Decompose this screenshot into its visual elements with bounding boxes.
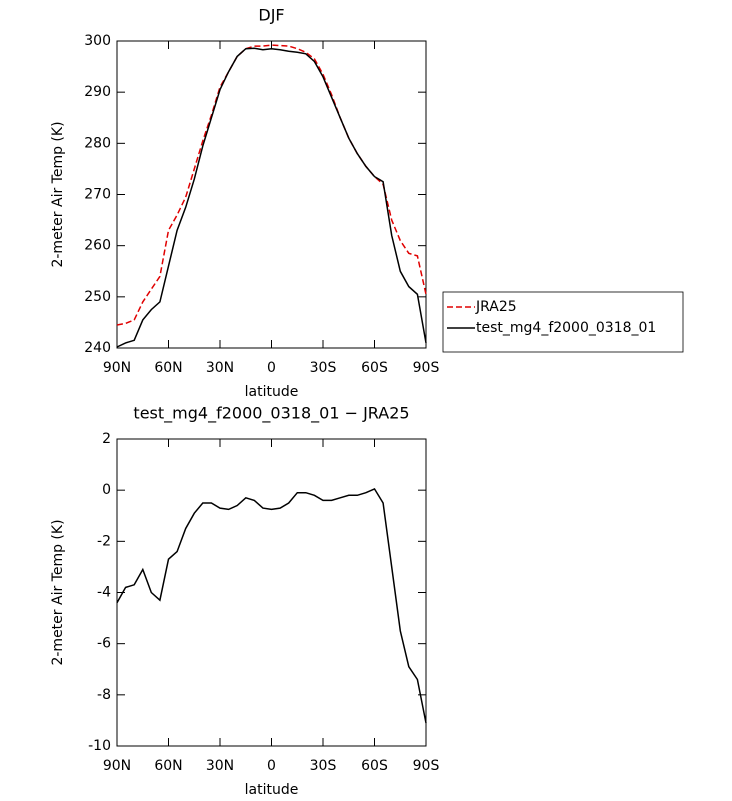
y-tick-label: 0 [102, 482, 111, 498]
y-tick-label: -8 [97, 687, 111, 703]
y-tick-label: 300 [84, 33, 111, 49]
y-tick-label: 2 [102, 431, 111, 447]
x-tick-label: 60S [361, 758, 388, 774]
y-tick-label: 280 [84, 135, 111, 151]
y-tick-label: 240 [84, 340, 111, 356]
x-tick-label: 0 [267, 758, 276, 774]
y-tick-label: 250 [84, 289, 111, 305]
x-tick-label: 30S [310, 758, 337, 774]
y-tick-label: -2 [97, 533, 111, 549]
data-line [116, 487, 427, 724]
legend-box [442, 291, 684, 353]
x-tick-label: 90N [103, 360, 131, 376]
y-tick-label: -10 [88, 738, 111, 754]
data-line [116, 44, 427, 326]
legend-label: test_mg4_f2000_0318_01 [476, 320, 656, 336]
y-tick-label: 290 [84, 84, 111, 100]
x-tick-label: 60S [361, 360, 388, 376]
x-tick-label: 30N [206, 360, 234, 376]
plot-frame [116, 40, 427, 349]
plot-frame [116, 438, 427, 747]
y-tick-label: 270 [84, 187, 111, 203]
x-tick-label: 30S [310, 360, 337, 376]
y-tick-label: -4 [97, 585, 111, 601]
x-tick-label: 90N [103, 758, 131, 774]
x-tick-label: 0 [267, 360, 276, 376]
y-axis-label: 2-meter Air Temp (K) [50, 121, 66, 267]
y-tick-label: 260 [84, 238, 111, 254]
x-tick-label: 30N [206, 758, 234, 774]
x-axis-label: latitude [245, 782, 299, 798]
legend-label: JRA25 [475, 299, 517, 315]
chart-title: test_mg4_f2000_0318_01 − JRA25 [133, 404, 409, 424]
y-axis-label: 2-meter Air Temp (K) [50, 519, 66, 665]
x-tick-label: 90S [413, 758, 440, 774]
chart-title: DJF [258, 6, 284, 25]
x-tick-label: 90S [413, 360, 440, 376]
y-tick-label: -6 [97, 636, 111, 652]
x-tick-label: 60N [154, 360, 182, 376]
x-axis-label: latitude [245, 384, 299, 400]
x-tick-label: 60N [154, 758, 182, 774]
data-line [116, 47, 427, 348]
